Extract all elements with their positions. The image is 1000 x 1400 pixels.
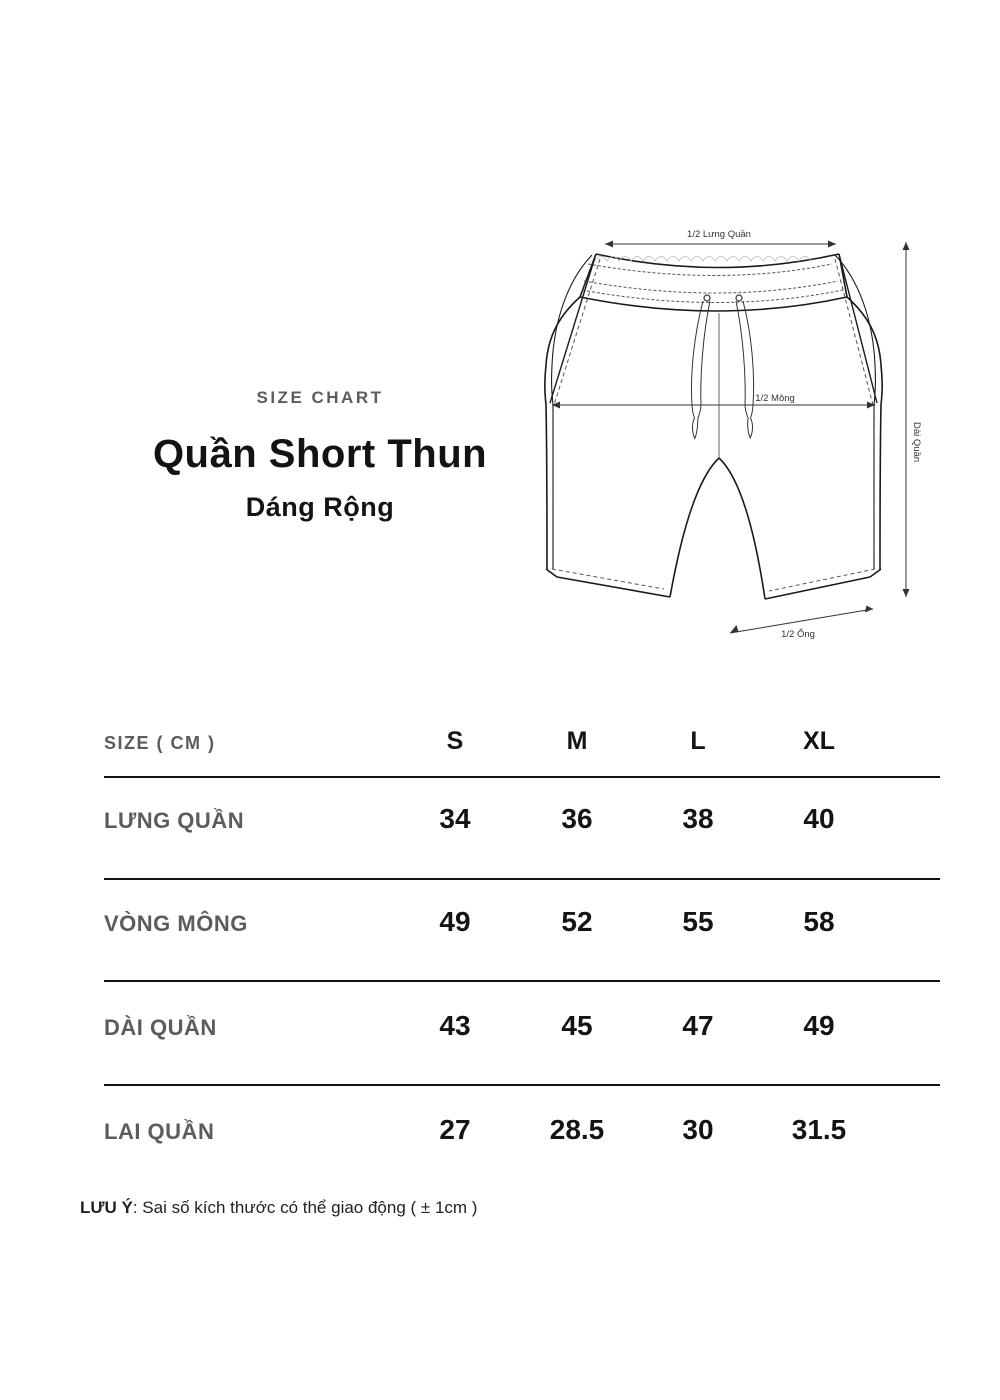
svg-text:Dài Quần: Dài Quần — [911, 422, 922, 462]
svg-text:1/2 Lưng Quần: 1/2 Lưng Quần — [687, 229, 751, 240]
svg-text:1/2 Mông: 1/2 Mông — [755, 393, 795, 404]
svg-text:1/2 Ống: 1/2 Ống — [781, 628, 815, 640]
